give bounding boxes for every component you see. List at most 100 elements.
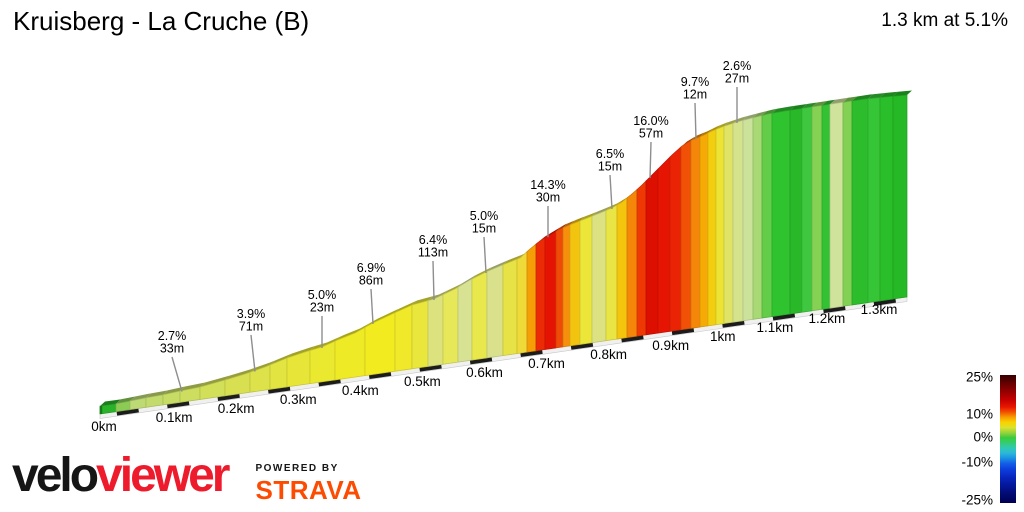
annotation-length: 71m xyxy=(239,320,263,334)
annotation-gradient: 16.0% xyxy=(633,114,668,128)
annotation-label: 2.7% 33m xyxy=(158,329,187,356)
x-tick-label: 0.9km xyxy=(652,338,689,353)
ribbon-segment xyxy=(691,132,705,141)
annotation-length: 86m xyxy=(359,274,383,288)
annotation-label: 3.9% 71m xyxy=(237,307,266,334)
legend-tick-label: 25% xyxy=(966,370,993,385)
profile-face-segment xyxy=(771,109,791,317)
distance-dashes xyxy=(99,296,908,419)
annotation-length: 12m xyxy=(683,88,707,102)
x-tick-label: 0.4km xyxy=(342,383,379,398)
profile-face-segment xyxy=(626,188,638,338)
ribbon-segment xyxy=(287,346,315,358)
profile-face-segment xyxy=(789,108,803,315)
ribbon-segment xyxy=(743,113,758,121)
profile-face-segment xyxy=(605,204,618,342)
profile-face-segment xyxy=(286,350,311,388)
profile-face-segment xyxy=(680,139,692,331)
profile-face-segment xyxy=(535,237,546,352)
annotation-label: 5.0% 23m xyxy=(308,288,337,315)
ribbon-segment xyxy=(116,396,135,404)
profile-face-segment xyxy=(591,209,607,344)
ribbon-segment xyxy=(517,247,532,260)
ribbon-segment xyxy=(100,399,121,406)
annotation-label: 6.4% 113m xyxy=(418,233,448,260)
profile-face-segment xyxy=(723,122,734,324)
annotation-callout-line xyxy=(171,356,183,392)
profile-face-segment xyxy=(579,215,593,345)
climb-summary: 1.3 km at 5.1% xyxy=(881,10,1008,31)
annotation-callout-line xyxy=(609,174,613,210)
profile-face-segment xyxy=(224,371,251,397)
profile-face-segment xyxy=(562,224,571,348)
annotation-label: 2.6% 27m xyxy=(723,59,752,86)
legend-tick-label: 0% xyxy=(973,430,993,445)
x-tick-label: 0km xyxy=(91,419,117,434)
profile-face-segment xyxy=(502,258,518,356)
profile-face-segment xyxy=(516,250,528,354)
ribbon-segment xyxy=(225,367,255,380)
legend-tick-label: -10% xyxy=(961,455,993,470)
ribbon-segment xyxy=(880,91,898,98)
page-title: Kruisberg - La Cruche (B) xyxy=(13,6,310,36)
profile-face-segment xyxy=(811,105,823,312)
profile-face-segment xyxy=(761,112,773,319)
annotation-callout-line xyxy=(483,236,487,274)
profile-face-segment xyxy=(829,101,844,309)
profile-face-segment xyxy=(442,286,459,365)
x-axis-labels: 0km 0.1km 0.2km 0.3km 0.4km 0.5km 0.6km 0.7km 0.… xyxy=(91,302,897,434)
ribbon-segment xyxy=(487,260,508,272)
ribbon-segment xyxy=(708,124,721,133)
profile-face-segment xyxy=(636,180,647,337)
annotation-callout-line xyxy=(432,260,435,301)
profile-face-segment xyxy=(457,278,473,363)
ribbon-segment xyxy=(412,296,433,305)
ribbon-segment xyxy=(592,206,611,217)
logo-velo-text: velo xyxy=(12,449,99,502)
annotation-gradient: 2.6% xyxy=(723,59,752,73)
ribbon-segment xyxy=(802,102,817,109)
ribbon-segment xyxy=(868,93,885,99)
ribbon-segment xyxy=(617,193,632,205)
x-tick-label: 0.5km xyxy=(404,374,441,389)
ribbon-segment xyxy=(310,336,340,351)
annotation-length: 33m xyxy=(160,342,184,356)
annotation-callout-line xyxy=(649,141,652,179)
profile-face-segment xyxy=(715,125,725,326)
annotation-length: 57m xyxy=(639,127,663,141)
ribbon-segment xyxy=(580,211,597,221)
annotation-label: 9.7% 12m xyxy=(681,75,710,102)
ribbon-segment xyxy=(250,360,275,373)
ribbon-segment xyxy=(570,216,585,225)
ribbon-segment xyxy=(395,300,417,313)
profile-face-segment xyxy=(851,98,869,306)
profile-face-segment xyxy=(394,304,413,372)
profile-face-segment xyxy=(544,230,557,350)
gradient-legend: 25% 10% 0% -10% -25% xyxy=(961,370,1016,508)
ribbon-segment xyxy=(762,108,777,116)
annotation-label: 5.0% 15m xyxy=(470,209,499,236)
legend-gradient-bar xyxy=(1000,375,1016,503)
ribbon-segment xyxy=(146,390,168,398)
powered-by-label: POWERED BY xyxy=(255,463,339,474)
profile-face-segment xyxy=(427,294,444,367)
x-tick-label: 0.8km xyxy=(590,347,627,362)
profile-face-segment xyxy=(645,168,659,336)
ribbon-segment xyxy=(180,382,205,391)
profile-face-segment xyxy=(821,103,831,310)
profile-face-segment xyxy=(526,243,537,353)
ribbon-segment xyxy=(563,220,575,228)
annotation-callout-line xyxy=(250,334,256,372)
legend-tick-label: -25% xyxy=(961,493,993,508)
annotation-gradient: 5.0% xyxy=(308,288,337,302)
x-tick-label: 1km xyxy=(710,329,736,344)
annotation-length: 15m xyxy=(472,222,496,236)
profile-face-segment xyxy=(867,97,881,304)
annotation-gradient: 5.0% xyxy=(470,209,499,223)
x-tick-label: 1.3km xyxy=(861,302,898,317)
ribbon-segment xyxy=(812,100,827,107)
ribbon-segment xyxy=(270,353,292,365)
annotation-gradient: 9.7% xyxy=(681,75,710,89)
